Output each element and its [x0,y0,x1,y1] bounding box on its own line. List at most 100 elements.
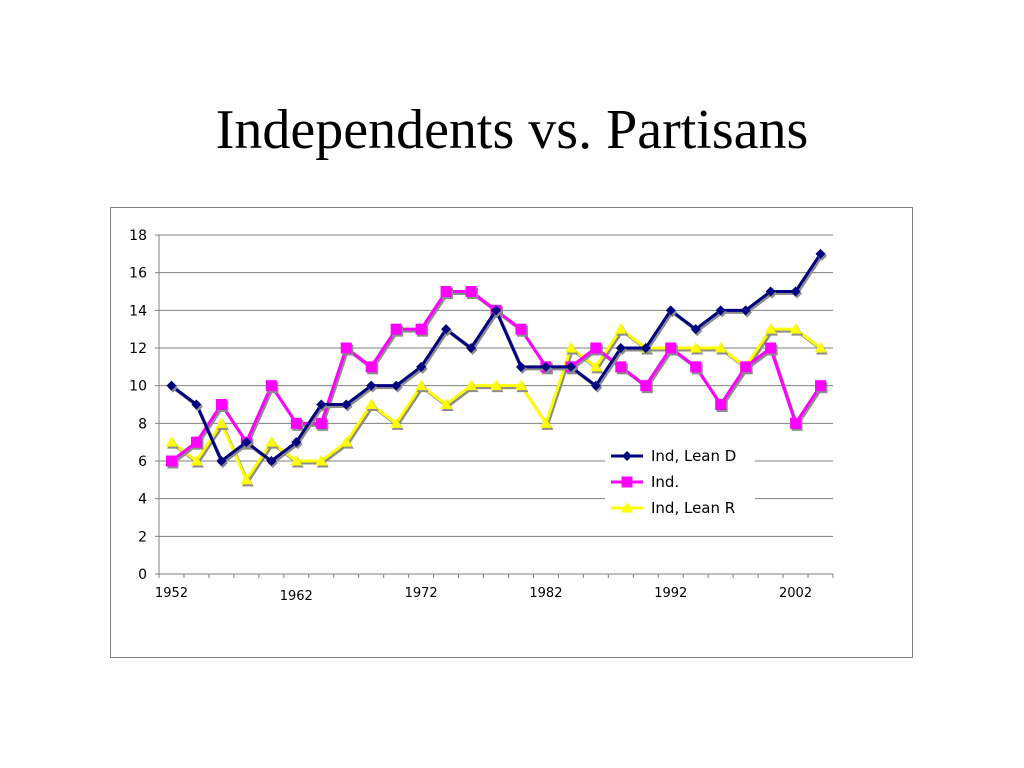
data-point [615,343,626,353]
legend: Ind, Lean D Ind. Ind, Lean R [605,438,755,520]
data-point [190,436,202,448]
data-point [340,342,352,354]
data-point [490,379,502,391]
series-line [170,253,822,463]
data-point [640,380,652,392]
data-point [614,323,627,334]
data-point [465,379,478,391]
data-point [240,473,253,485]
data-point [765,286,776,297]
data-point [166,380,177,391]
y-tick-label: 2 [138,529,147,545]
y-tick-label: 0 [138,567,147,583]
data-point [514,379,527,391]
data-point [365,361,377,373]
data-point [690,324,701,335]
y-tick-label: 14 [129,303,147,319]
axes: 0 2 4 6 8 10 12 14 16 18 1952 1962 1972 1982 1992 2002 [129,228,834,604]
y-tick-label: 6 [138,454,147,470]
data-point [815,380,827,392]
data-point [665,305,676,316]
x-tick-label: 2002 [779,586,812,601]
legend-marker [621,502,633,513]
data-point [316,399,327,410]
data-point [814,342,827,353]
data-point [491,305,501,316]
data-point [266,456,277,466]
x-tick-label: 1992 [654,586,687,601]
y-tick-label: 4 [138,492,147,508]
y-tick-label: 10 [129,379,147,395]
legend-marker [621,476,633,488]
y-tick-label: 12 [129,341,147,357]
data-point [165,436,178,447]
data-point [216,456,227,466]
legend-label: Ind, Lean R [651,499,735,517]
data-point [466,343,477,353]
y-tick-label: 18 [129,228,147,244]
data-point [515,323,527,335]
data-point [764,323,777,334]
data-point [365,398,378,409]
data-point [740,305,751,316]
data-point [416,361,427,372]
data-point [340,436,353,447]
series-0 [166,248,828,468]
data-point [315,455,328,466]
x-tick-label: 1952 [155,586,188,601]
data-point [391,380,402,391]
data-point [765,342,777,354]
data-point [315,417,327,429]
series-shadow [172,292,824,465]
data-point [390,323,402,335]
legend-label: Ind. [651,473,679,491]
data-point [515,361,526,372]
data-point [265,380,277,392]
legend-marker [622,451,632,461]
data-point [540,361,551,372]
data-point [341,399,352,410]
data-point [165,455,177,467]
data-point [665,342,677,354]
series-2 [165,323,829,487]
data-point [441,324,452,335]
data-point [790,286,801,297]
legend-label: Ind, Lean D [651,447,736,465]
data-point [689,342,702,353]
data-point [690,361,702,373]
x-tick-label: 1962 [280,589,313,604]
data-point [640,343,651,353]
data-point [590,380,601,391]
data-point [465,286,477,297]
series-shadow [172,255,824,465]
slide-title: Independents vs. Partisans [215,99,809,161]
data-point [415,323,427,335]
x-tick-label: 1982 [529,586,562,601]
y-tick-label: 8 [138,416,147,432]
data-point [565,361,576,372]
data-point [715,399,727,410]
data-point [615,361,627,373]
data-point [714,342,727,353]
data-point [291,437,302,448]
data-point [215,417,228,428]
data-point [191,399,202,410]
data-point [789,323,802,334]
data-point [241,437,252,448]
data-point [715,305,726,316]
data-point [190,455,203,466]
data-point [215,399,227,410]
chart-frame: 0 2 4 6 8 10 12 14 16 18 1952 1962 1972 1982 1992 2002 … [110,207,913,658]
y-tick-label: 16 [129,266,147,282]
data-point [415,379,428,391]
data-point [366,380,377,391]
data-point [589,360,602,372]
data-point [590,342,602,354]
data-point [290,417,302,429]
data-point [440,398,453,409]
x-tick-label: 1972 [405,586,438,601]
data-point [290,455,303,466]
data-point [564,342,577,353]
data-point [440,286,452,297]
